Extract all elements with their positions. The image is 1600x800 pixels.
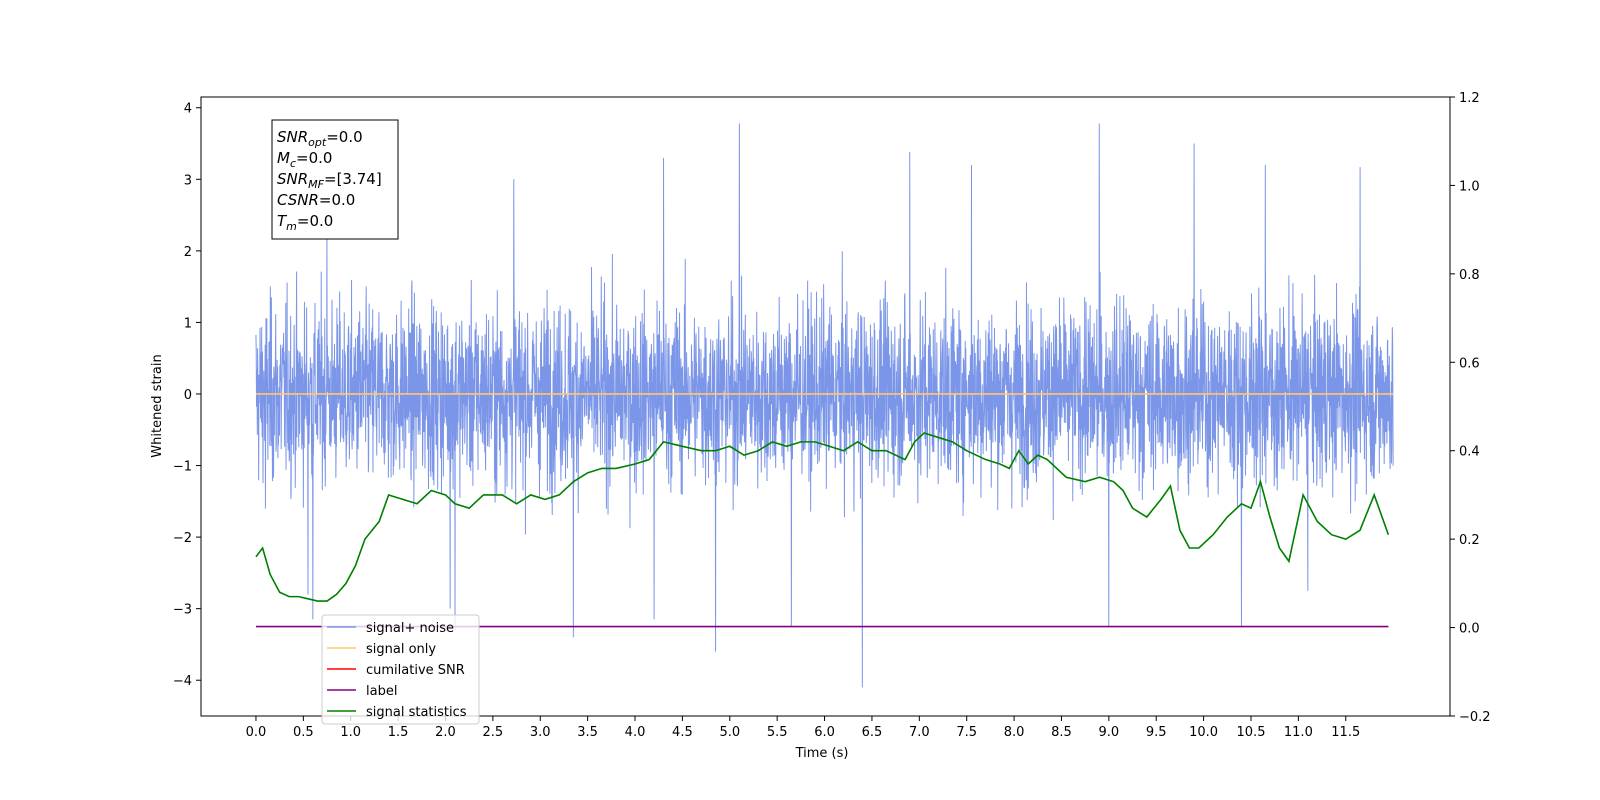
y-tick-label-right: −0.2 — [1459, 710, 1491, 725]
x-tick-label: 6.5 — [862, 725, 883, 740]
x-tick-label: 1.5 — [388, 725, 409, 740]
legend-entry: label — [366, 684, 397, 699]
legend-entry: signal+ noise — [366, 621, 454, 636]
y-tick-label-left: −2 — [173, 531, 192, 546]
x-tick-label: 10.0 — [1189, 725, 1218, 740]
info-box-line: SNRMF=[3.74] — [277, 170, 382, 191]
y-tick-label-right: 0.4 — [1459, 445, 1480, 460]
y-tick-label-left: 3 — [184, 173, 192, 188]
y-tick-label-left: −1 — [173, 460, 192, 475]
x-tick-label: 8.0 — [1004, 725, 1025, 740]
y-tick-label-left: −4 — [173, 674, 192, 689]
y-tick-label-left: 2 — [184, 245, 192, 260]
x-tick-label: 4.5 — [672, 725, 693, 740]
x-tick-label: 6.0 — [814, 725, 835, 740]
x-tick-label: 9.5 — [1146, 725, 1167, 740]
x-tick-label: 0.5 — [293, 725, 314, 740]
info-box-line: Tm=0.0 — [277, 212, 333, 233]
x-axis-label: Time (s) — [795, 746, 849, 761]
x-tick-label: 3.5 — [577, 725, 598, 740]
x-tick-label: 7.0 — [909, 725, 930, 740]
x-tick-label: 9.0 — [1099, 725, 1120, 740]
y-tick-label-right: 0.8 — [1459, 268, 1480, 283]
y-tick-label-right: 0.0 — [1459, 622, 1480, 637]
y-axis-label: Whitened strain — [150, 354, 165, 457]
legend-entry: signal only — [366, 642, 436, 657]
signal-noise-line — [255, 123, 1394, 688]
x-tick-label: 1.0 — [340, 725, 361, 740]
info-box-line: CSNR=0.0 — [277, 191, 355, 209]
x-tick-label: 10.5 — [1237, 725, 1266, 740]
info-box-line: SNRopt=0.0 — [277, 128, 363, 149]
y-tick-label-left: −3 — [173, 603, 192, 618]
y-tick-label-left: 1 — [184, 316, 192, 331]
info-box-frame — [271, 119, 399, 240]
x-tick-label: 11.5 — [1331, 725, 1360, 740]
series-signal-statistics — [255, 432, 1390, 602]
y-tick-label-left: 4 — [184, 102, 192, 117]
y-tick-label-right: 1.2 — [1459, 91, 1480, 106]
x-tick-label: 0.0 — [246, 725, 267, 740]
x-tick-label: 2.5 — [483, 725, 504, 740]
info-box-line: Mc=0.0 — [277, 149, 332, 170]
x-tick-label: 8.5 — [1051, 725, 1072, 740]
x-tick-label: 11.0 — [1284, 725, 1313, 740]
y-tick-label-left: 0 — [184, 388, 192, 403]
x-tick-label: 7.5 — [956, 725, 977, 740]
legend-entry: signal statistics — [366, 705, 467, 720]
x-tick-label: 4.0 — [625, 725, 646, 740]
x-tick-label: 3.0 — [530, 725, 551, 740]
legend-frame — [321, 614, 480, 725]
legend: signal+ noise signal only cumilative SNR la… — [321, 614, 480, 725]
legend-entry: cumilative SNR — [366, 663, 465, 678]
y-tick-label-right: 0.6 — [1459, 356, 1480, 371]
y-tick-label-right: 0.2 — [1459, 533, 1480, 548]
y-tick-label-right: 1.0 — [1459, 179, 1480, 194]
x-tick-label: 5.5 — [767, 725, 788, 740]
plot-frame — [200, 96, 1451, 717]
x-tick-label: 5.0 — [719, 725, 740, 740]
x-tick-label: 2.0 — [435, 725, 456, 740]
signal-noise-series — [255, 123, 1394, 688]
